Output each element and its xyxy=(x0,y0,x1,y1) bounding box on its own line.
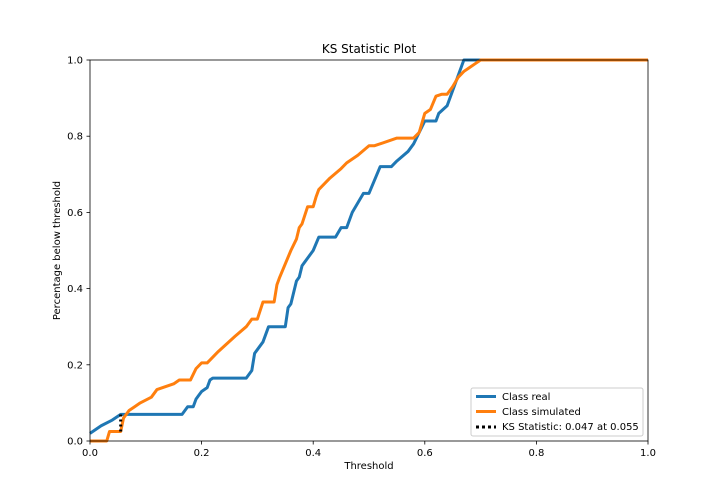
legend: Class real Class simulated KS Statistic:… xyxy=(470,387,644,437)
y-axis: 0.0 0.2 0.4 0.6 0.8 1.0 xyxy=(67,56,90,448)
x-axis: 0.0 0.2 0.4 0.6 0.8 1.0 xyxy=(82,441,656,459)
x-axis-label: Threshold xyxy=(343,461,393,472)
series-line-class-simulated xyxy=(90,58,648,443)
x-tick-label: 0.6 xyxy=(417,448,433,459)
x-tick-label: 0.8 xyxy=(528,448,544,459)
chart-title: KS Statistic Plot xyxy=(322,42,417,56)
legend-box xyxy=(470,387,644,437)
y-tick-label: 0.0 xyxy=(67,437,83,448)
x-tick-label: 0.4 xyxy=(305,448,321,459)
x-tick-label: 0.0 xyxy=(82,448,98,459)
y-axis-label: Percentage below threshold xyxy=(52,181,63,320)
legend-label-real: Class real xyxy=(502,392,550,403)
y-tick-label: 1.0 xyxy=(67,56,83,67)
x-tick-label: 0.2 xyxy=(194,448,210,459)
legend-label-ks: KS Statistic: 0.047 at 0.055 xyxy=(502,422,639,433)
y-tick-label: 0.4 xyxy=(67,284,83,295)
legend-label-simulated: Class simulated xyxy=(502,407,581,418)
y-tick-label: 0.8 xyxy=(67,132,83,143)
y-tick-label: 0.2 xyxy=(67,360,83,371)
plot-area xyxy=(89,58,648,443)
x-tick-label: 1.0 xyxy=(640,448,656,459)
plot-frame xyxy=(89,59,649,442)
y-tick-label: 0.6 xyxy=(67,208,83,219)
series-line-class-real xyxy=(89,58,648,435)
